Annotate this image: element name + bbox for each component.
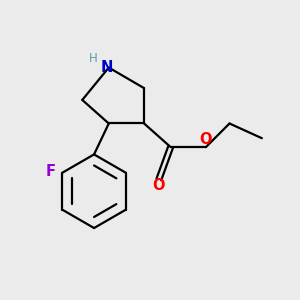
Text: O: O bbox=[152, 178, 164, 194]
Text: H: H bbox=[89, 52, 98, 64]
Text: O: O bbox=[200, 132, 212, 147]
Text: N: N bbox=[100, 60, 112, 75]
Text: F: F bbox=[46, 164, 56, 179]
